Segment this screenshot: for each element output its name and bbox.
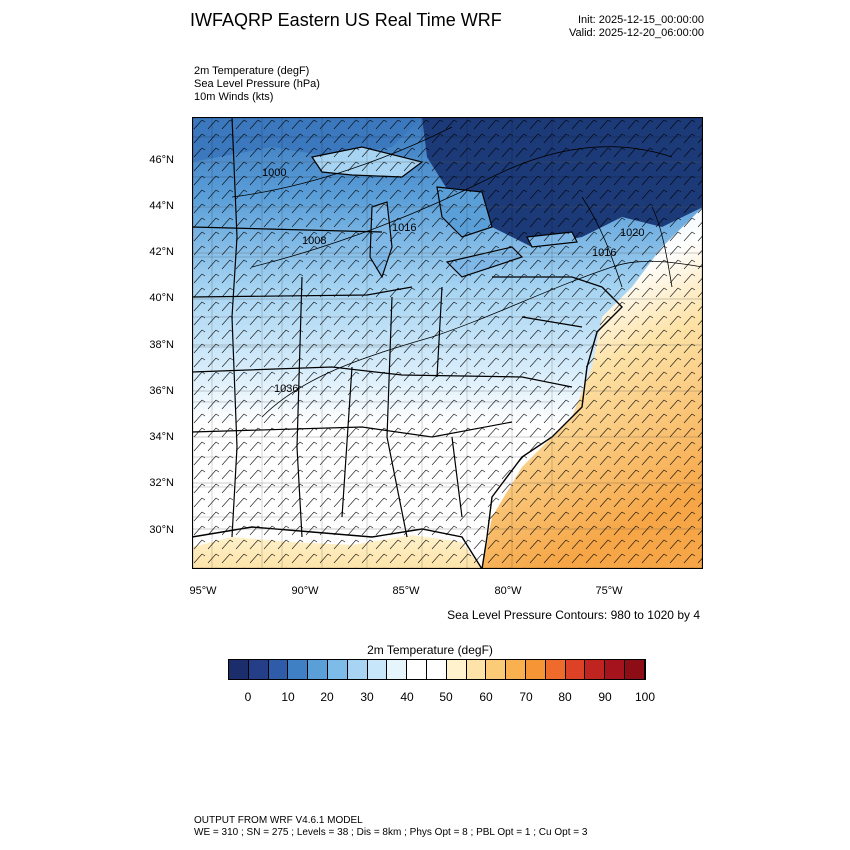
- map-canvas: [192, 117, 703, 569]
- colorbar: [228, 659, 646, 680]
- pressure-label: 1036: [274, 383, 299, 395]
- lat-label: 32°N: [149, 477, 174, 489]
- lat-label: 30°N: [149, 524, 174, 536]
- lon-label: 80°W: [494, 585, 522, 597]
- pressure-label: 1020: [620, 227, 645, 239]
- colorbar-tick: 60: [479, 690, 493, 704]
- colorbar-cell: [486, 660, 507, 679]
- colorbar-cell: [387, 660, 408, 679]
- colorbar-tick: 0: [244, 690, 252, 704]
- colorbar-cell: [268, 660, 289, 679]
- colorbar-cell: [308, 660, 328, 679]
- colorbar-cell: [229, 660, 249, 679]
- pressure-label: 1016: [392, 222, 417, 234]
- pressure-label: 1000: [262, 167, 287, 179]
- lon-label: 85°W: [392, 585, 420, 597]
- colorbar-cell: [327, 660, 348, 679]
- colorbar-cell: [585, 660, 606, 679]
- colorbar-tick: 70: [519, 690, 533, 704]
- colorbar-tick: 10: [281, 690, 295, 704]
- colorbar-cell: [466, 660, 487, 679]
- lat-label: 42°N: [149, 246, 174, 258]
- field-temperature-label: 2m Temperature (degF): [194, 65, 310, 77]
- colorbar-cell: [565, 660, 586, 679]
- footer-config: WE = 310 ; SN = 275 ; Levels = 38 ; Dis …: [194, 827, 588, 838]
- pressure-label: 1016: [592, 247, 617, 259]
- colorbar-cell: [367, 660, 388, 679]
- colorbar-cell: [446, 660, 467, 679]
- lat-label: 38°N: [149, 339, 174, 351]
- colorbar-tick: 90: [598, 690, 612, 704]
- lat-label: 44°N: [149, 200, 174, 212]
- lat-label: 36°N: [149, 385, 174, 397]
- map-frame: [192, 117, 703, 569]
- lon-label: 95°W: [189, 585, 217, 597]
- lat-label: 34°N: [149, 431, 174, 443]
- lon-label: 75°W: [595, 585, 623, 597]
- contour-note: Sea Level Pressure Contours: 980 to 1020…: [447, 608, 700, 622]
- lat-label: 40°N: [149, 292, 174, 304]
- colorbar-cell: [347, 660, 368, 679]
- footer-model: OUTPUT FROM WRF V4.6.1 MODEL: [194, 815, 363, 826]
- valid-time: Valid: 2025-12-20_06:00:00: [569, 27, 704, 39]
- wind-barbs: [192, 117, 703, 569]
- field-winds-label: 10m Winds (kts): [194, 91, 274, 103]
- colorbar-tick: 50: [439, 690, 453, 704]
- colorbar-cell: [506, 660, 526, 679]
- colorbar-cell: [288, 660, 309, 679]
- colorbar-cell: [605, 660, 625, 679]
- colorbar-tick: 100: [634, 690, 656, 704]
- colorbar-tick: 20: [320, 690, 334, 704]
- colorbar-cell: [426, 660, 447, 679]
- weather-map: 1000 1008 1016 1036 1016 1020: [192, 117, 703, 569]
- lat-label: 46°N: [149, 154, 174, 166]
- colorbar-cell: [624, 660, 645, 679]
- colorbar-cell: [525, 660, 546, 679]
- colorbar-cell: [407, 660, 427, 679]
- colorbar-tick: 80: [558, 690, 572, 704]
- colorbar-cell: [248, 660, 269, 679]
- colorbar-tick: 30: [360, 690, 374, 704]
- colorbar-title: 2m Temperature (degF): [367, 643, 493, 657]
- colorbar-cell: [545, 660, 566, 679]
- plot-title: IWFAQRP Eastern US Real Time WRF: [190, 10, 502, 30]
- field-pressure-label: Sea Level Pressure (hPa): [194, 78, 320, 90]
- init-time: Init: 2025-12-15_00:00:00: [578, 14, 704, 26]
- lon-label: 90°W: [291, 585, 319, 597]
- colorbar-tick: 40: [400, 690, 414, 704]
- pressure-label: 1008: [302, 235, 327, 247]
